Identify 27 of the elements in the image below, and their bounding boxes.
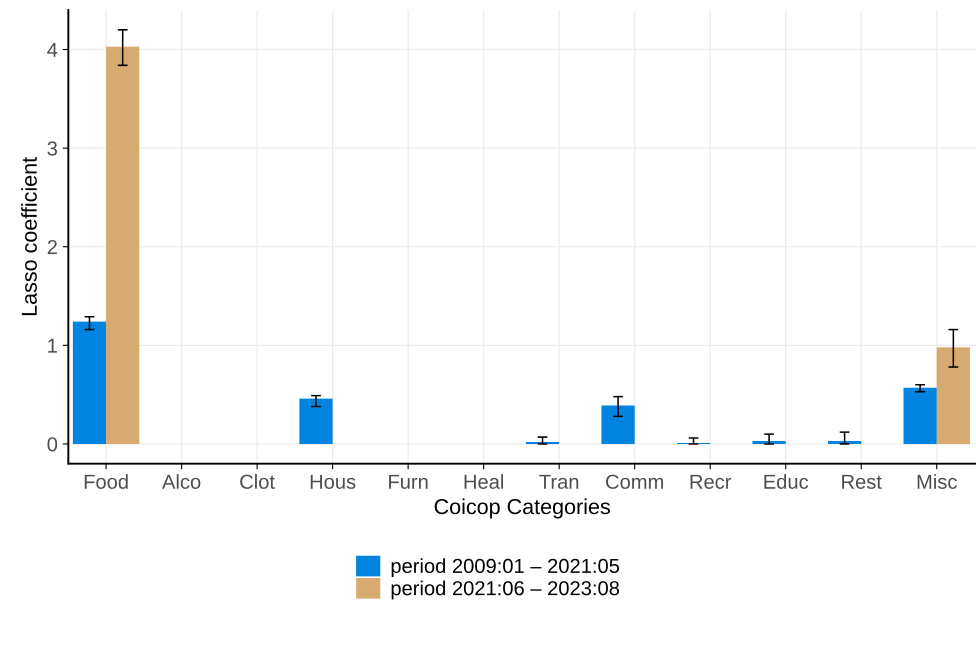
- x-tick-label: Furn: [389, 474, 428, 489]
- bar: [904, 388, 937, 444]
- bar: [72, 322, 106, 444]
- x-tick-label: Clot: [240, 474, 275, 489]
- bar: [601, 406, 635, 444]
- bar: [106, 46, 140, 444]
- bar: [936, 347, 970, 444]
- y-tick-label: 1: [48, 338, 57, 353]
- bar: [299, 398, 333, 444]
- y-tick-label: 0: [47, 437, 58, 452]
- x-tick-label: Tran: [539, 474, 578, 489]
- x-tick-label: Alco: [162, 474, 200, 489]
- legend-label: period 2009:01 – 2021:05: [392, 558, 620, 578]
- x-tick-label: Misc: [918, 474, 957, 489]
- x-tick-label: Rest: [842, 474, 882, 489]
- y-axis-title: Lasso coefficient: [21, 157, 37, 316]
- x-tick-label: Comm: [606, 474, 663, 489]
- x-axis-title: Coicop Categories: [434, 498, 610, 518]
- x-tick-label: Heal: [464, 474, 504, 489]
- y-tick-label: 2: [48, 240, 57, 254]
- legend-label: period 2021:06 – 2023:08: [392, 580, 620, 600]
- x-tick-label: Hous: [310, 474, 356, 489]
- y-tick-label: 4: [47, 42, 58, 57]
- x-tick-label: Educ: [764, 474, 808, 489]
- x-tick-label: Food: [84, 474, 128, 489]
- x-tick-label: Recr: [690, 474, 732, 489]
- y-tick-label: 3: [47, 141, 58, 156]
